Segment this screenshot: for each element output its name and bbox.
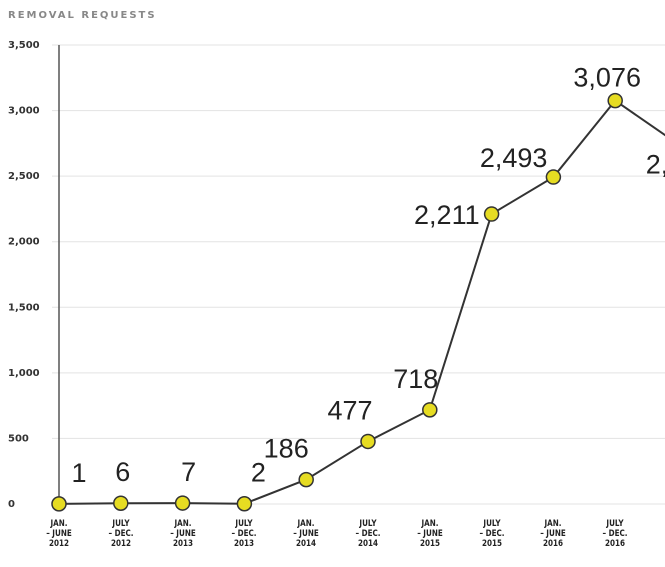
y-tick-label: 3,000 bbox=[8, 106, 40, 117]
x-tick-label: JAN. – JUNE 2015 bbox=[416, 519, 443, 549]
x-tick-label: JULY – DEC. 2012 bbox=[108, 519, 134, 549]
value-label: 3,076 bbox=[573, 63, 641, 93]
value-label: 6 bbox=[115, 457, 130, 487]
x-tick-label: JAN. – JUNE 2013 bbox=[169, 519, 196, 549]
value-label: 1 bbox=[71, 458, 86, 488]
x-tick-label: JAN. – JUNE 2016 bbox=[540, 519, 567, 549]
x-tick-label: JAN. – JUNE 2014 bbox=[293, 519, 319, 549]
marker bbox=[607, 92, 623, 109]
marker bbox=[113, 495, 129, 511]
value-label: 2,211 bbox=[414, 200, 480, 230]
value-label: 186 bbox=[264, 434, 309, 464]
marker bbox=[174, 495, 191, 511]
x-tick-label: JULY – DEC. 2014 bbox=[355, 519, 381, 549]
value-label: 718 bbox=[393, 364, 438, 394]
y-tick-label: 2,000 bbox=[8, 237, 40, 248]
x-tick-label: JULY – DEC. 2016 bbox=[602, 519, 628, 549]
y-tick-label: 1,000 bbox=[8, 368, 40, 379]
value-label: 2, bbox=[646, 149, 665, 179]
marker bbox=[360, 433, 376, 450]
y-tick-label: 500 bbox=[8, 433, 29, 444]
x-tick-label: JULY – DEC. 2013 bbox=[231, 519, 257, 549]
y-tick-label: 0 bbox=[8, 499, 15, 510]
value-label: 477 bbox=[327, 395, 372, 425]
x-tick-label: JAN. – JUNE 2012 bbox=[46, 519, 72, 549]
marker bbox=[483, 206, 500, 222]
x-tick-label: JULY – DEC. 2015 bbox=[479, 519, 505, 549]
chart-title: REMOVAL REQUESTS bbox=[8, 10, 157, 21]
y-tick-label: 3,500 bbox=[8, 40, 40, 51]
marker bbox=[51, 496, 67, 512]
marker bbox=[298, 471, 314, 488]
value-label: 7 bbox=[181, 457, 196, 487]
marker bbox=[422, 402, 438, 418]
marker bbox=[236, 495, 253, 512]
value-label: 2 bbox=[251, 458, 266, 488]
value-label: 2,493 bbox=[480, 143, 548, 173]
y-tick-label: 2,500 bbox=[8, 171, 40, 182]
y-tick-label: 1,500 bbox=[8, 302, 40, 313]
marker bbox=[545, 169, 562, 185]
